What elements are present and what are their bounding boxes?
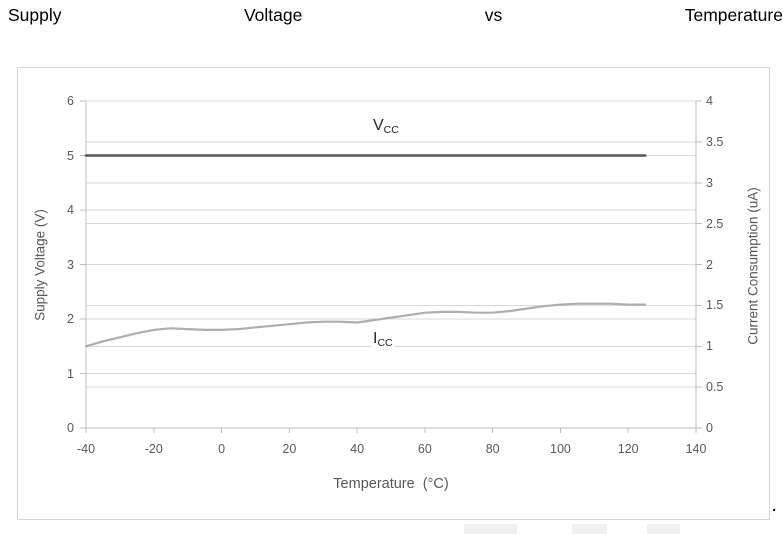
- x-tick-label: 80: [485, 442, 500, 456]
- chart-title-word: vs: [484, 5, 503, 25]
- x-tick-label: 140: [685, 442, 707, 456]
- y-right-tick-label: 3.5: [706, 134, 724, 149]
- table-fragment: [464, 524, 517, 534]
- y-left-axis-title: Supply Voltage (V): [32, 209, 48, 321]
- y-right-axis-title: Current Consumption (uA): [745, 187, 761, 345]
- y-left-tick-label: 2: [67, 312, 74, 326]
- x-tick-label: 60: [417, 442, 432, 456]
- plot-area-svg: [80, 100, 702, 433]
- chart-title-word: Temperature: [684, 5, 783, 25]
- x-tick-label: -40: [76, 442, 96, 456]
- series-label-icc-base: I: [373, 330, 378, 347]
- y-left-tick-label: 0: [67, 421, 74, 435]
- y-right-tick-label: 3: [706, 175, 713, 190]
- series-label-icc: ICC: [371, 330, 395, 352]
- table-fragment: [572, 524, 607, 534]
- x-axis-title: Temperature (°C): [333, 476, 449, 492]
- x-tick-label: 20: [282, 442, 297, 456]
- x-tick-label: 40: [350, 442, 365, 456]
- y-left-tick-label: 3: [67, 257, 74, 272]
- y-right-tick-label: 0: [706, 421, 713, 435]
- y-right-tick-label: 1.5: [706, 298, 724, 313]
- chart-title-word: Voltage: [243, 5, 303, 25]
- series-label-vcc: VCC: [371, 117, 401, 139]
- series-label-vcc-base: V: [373, 117, 384, 134]
- series-label-icc-sub: CC: [377, 337, 393, 349]
- y-right-tick-label: 0.5: [706, 380, 724, 395]
- x-tick-label: -20: [144, 442, 163, 456]
- y-left-tick-label: 6: [67, 94, 74, 108]
- y-right-tick-label: 4: [706, 94, 713, 108]
- chart-title: Supply Voltage vs Temperature: [8, 3, 783, 27]
- series-label-vcc-sub: CC: [383, 124, 399, 136]
- x-tick-label: 120: [617, 442, 639, 456]
- chart-panel: 6 5 4 3 2 1 0 4 3.5 3 2.5 2 1.5 1 0.5 0 -40 -20 0 20 40 60 80 1…: [17, 67, 770, 520]
- x-tick-label: 0: [218, 442, 226, 456]
- x-tick-label: 100: [550, 442, 571, 456]
- y-right-tick-label: 2: [706, 257, 713, 272]
- series-line-icc: [84, 302, 647, 348]
- y-right-tick-label: 2.5: [706, 216, 724, 231]
- y-right-tick-label: 1: [706, 339, 713, 354]
- y-left-tick-label: 5: [67, 148, 74, 163]
- table-fragment: [647, 524, 680, 534]
- y-left-tick-label: 1: [67, 366, 74, 381]
- trailing-period: .: [772, 498, 777, 515]
- chart-title-word: Supply: [8, 5, 62, 25]
- y-left-tick-label: 4: [67, 203, 74, 217]
